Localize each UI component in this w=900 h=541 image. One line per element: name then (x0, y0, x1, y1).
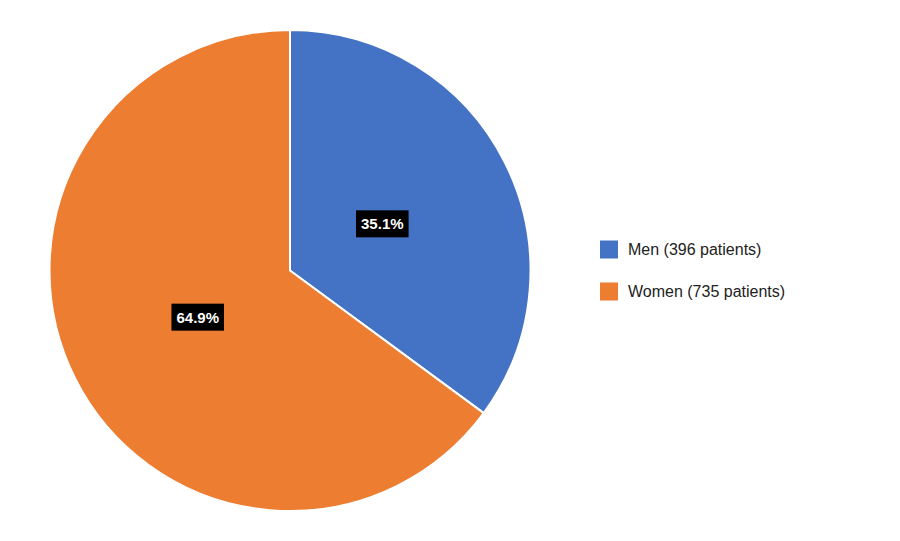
data-label-group: 35.1% (356, 210, 409, 237)
legend-label: Women (735 patients) (628, 283, 785, 300)
chart-root: 35.1% 64.9% Men (396 patients) Women (735 p… (0, 0, 900, 541)
pie (50, 30, 531, 511)
data-label-box (171, 304, 224, 331)
legend-label: Men (396 patients) (628, 241, 761, 258)
data-label-box (356, 210, 409, 237)
legend-swatch (600, 241, 618, 259)
pie-slice (50, 30, 484, 511)
data-label: 35.1% (361, 215, 404, 232)
legend-item: Men (396 patients) (600, 241, 761, 259)
legend: Men (396 patients) Women (735 patients) (600, 241, 785, 301)
legend-swatch (600, 283, 618, 301)
legend-item: Women (735 patients) (600, 283, 785, 301)
data-labels: 35.1% 64.9% (171, 210, 408, 330)
data-label: 64.9% (176, 309, 219, 326)
data-label-group: 64.9% (171, 304, 224, 331)
